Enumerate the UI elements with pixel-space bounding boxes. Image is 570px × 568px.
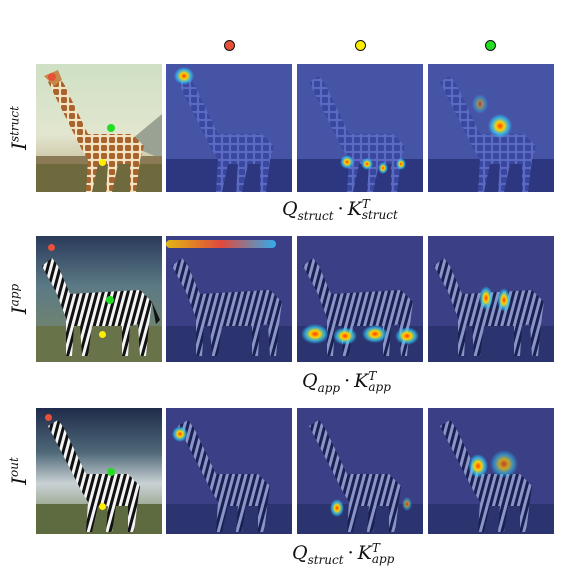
- query-marker-red: [48, 244, 55, 251]
- zebra-out-source-image: [36, 408, 162, 534]
- heatmap-out-yellow: [297, 408, 423, 534]
- query-marker-red: [45, 414, 52, 421]
- heatmap-out-red: [166, 408, 292, 534]
- heatmap-struct-yellow: [297, 64, 423, 192]
- query-marker-green: [106, 296, 114, 304]
- heatmap-struct-red: [166, 64, 292, 192]
- heatmap-app-yellow: [297, 236, 423, 362]
- row-label-app: Iapp: [7, 283, 31, 315]
- query-marker-yellow: [99, 159, 106, 166]
- heatmap-app-green: [428, 236, 554, 362]
- query-marker-yellow: [99, 331, 106, 338]
- row-label-struct: Istruct: [7, 106, 31, 150]
- zebra-app-source-image: [36, 236, 162, 362]
- query-marker-green: [107, 124, 115, 132]
- query-dot-green: [485, 40, 496, 51]
- query-dot-yellow: [355, 40, 366, 51]
- heatmap-struct-green: [428, 64, 554, 192]
- query-dot-red: [224, 40, 235, 51]
- query-marker-green: [107, 468, 115, 476]
- row-label-out: Iout: [7, 457, 31, 485]
- giraffe-source-image: [36, 64, 162, 192]
- heatmap-out-green: [428, 408, 554, 534]
- query-marker-yellow: [99, 503, 106, 510]
- heatmap-app-red: [166, 236, 292, 362]
- query-marker-red: [48, 73, 56, 81]
